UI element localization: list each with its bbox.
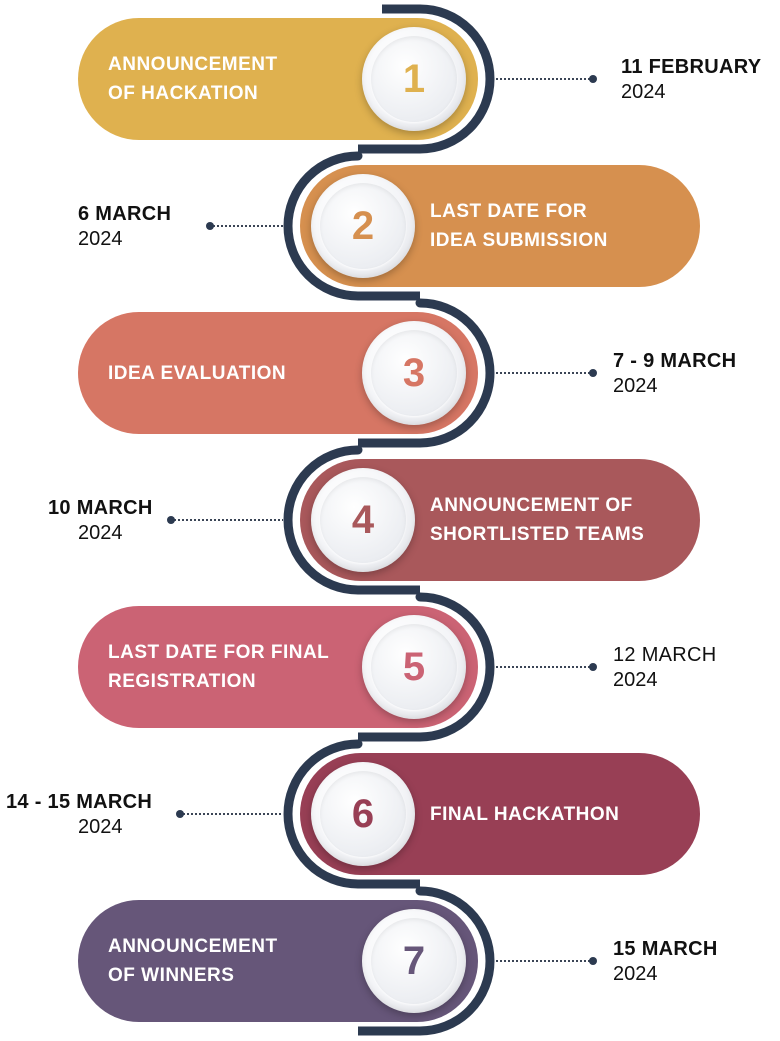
track-arc: [283, 739, 363, 889]
step-number: 1: [371, 36, 457, 122]
step-number: 7: [371, 918, 457, 1004]
date-year: 2024: [621, 81, 666, 103]
date-connector: [496, 75, 597, 83]
step-date: 6 MARCH 2024: [78, 202, 171, 252]
date-year: 2024: [78, 522, 123, 544]
step-date: 7 - 9 MARCH 2024: [613, 349, 736, 399]
step-number-badge: 7: [362, 909, 466, 1013]
track-arc: [283, 151, 363, 301]
step-date: 10 MARCH 2024: [48, 496, 153, 546]
date-day: 6 MARCH: [78, 203, 172, 225]
step-label: ANNOUNCEMENT OF WINNERS: [108, 936, 278, 986]
step-number-badge: 2: [311, 174, 415, 278]
track-arc: [415, 298, 495, 448]
step-number-badge: 4: [311, 468, 415, 572]
step-label: FINAL HACKATHON: [430, 803, 620, 825]
date-day: 12 MARCH: [613, 644, 717, 666]
step-date: 15 MARCH 2024: [613, 937, 718, 987]
date-day: 7 - 9 MARCH: [613, 350, 737, 372]
date-year: 2024: [613, 669, 658, 691]
step-label: IDEA EVALUATION: [108, 362, 287, 384]
date-day: 14 - 15 MARCH: [6, 791, 153, 813]
date-connector: [176, 810, 283, 818]
track-arc: [415, 592, 495, 742]
track-arc: [415, 4, 495, 154]
step-number: 6: [320, 771, 406, 857]
step-number: 4: [320, 477, 406, 563]
step-label: LAST DATE FOR IDEA SUBMISSION: [430, 201, 608, 251]
step-date: 12 MARCH 2024: [613, 643, 717, 693]
step-number: 5: [371, 624, 457, 710]
step-label: ANNOUNCEMENT OF HACKATION: [108, 54, 278, 104]
date-year: 2024: [613, 963, 658, 985]
step-number: 3: [371, 330, 457, 416]
date-connector: [496, 663, 597, 671]
step-label: ANNOUNCEMENT OF SHORTLISTED TEAMS: [430, 495, 645, 545]
step-number-badge: 6: [311, 762, 415, 866]
date-connector: [206, 222, 283, 230]
step-date: 14 - 15 MARCH 2024: [6, 790, 152, 840]
date-connector: [496, 369, 597, 377]
date-connector: [496, 957, 597, 965]
date-day: 15 MARCH: [613, 938, 718, 960]
track-arc: [283, 445, 363, 595]
step-number-badge: 3: [362, 321, 466, 425]
step-number-badge: 5: [362, 615, 466, 719]
track-arc: [415, 886, 495, 1036]
step-number-badge: 1: [362, 27, 466, 131]
date-year: 2024: [613, 375, 658, 397]
step-label: LAST DATE FOR FINAL REGISTRATION: [108, 642, 330, 692]
step-date: 11 FEBRUARY 2024: [621, 55, 761, 105]
date-year: 2024: [78, 816, 123, 838]
date-day: 10 MARCH: [48, 497, 153, 519]
date-year: 2024: [78, 228, 123, 250]
date-connector: [167, 516, 283, 524]
step-number: 2: [320, 183, 406, 269]
date-day: 11 FEBRUARY: [621, 56, 762, 78]
